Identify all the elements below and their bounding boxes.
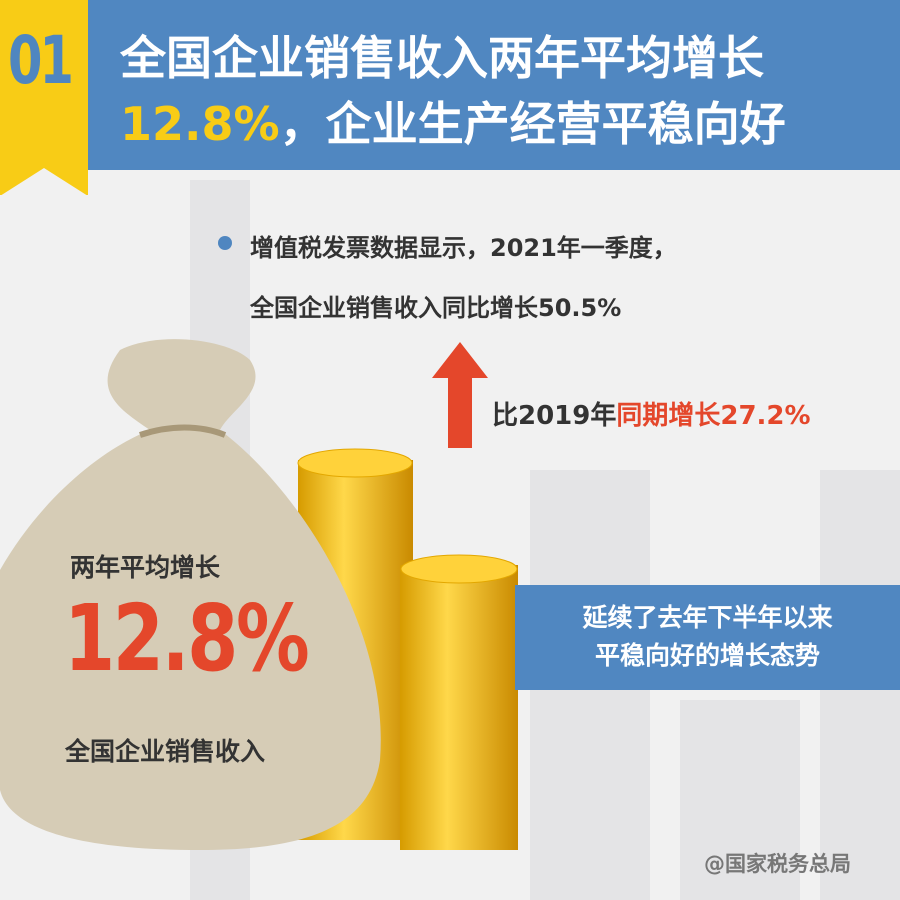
callout-line1: 延续了去年下半年以来 [582,603,833,632]
arrow-up-icon [432,342,488,448]
header-title-line2: 12.8%，企业生产经营平稳向好 [120,88,786,154]
header-highlight: 12.8% [120,97,280,151]
bag-label-bottom: 全国企业销售收入 [65,737,266,766]
bullet-line1: 增值税发票数据显示，2021年一季度， [250,234,677,262]
bag-value: 12.8% [64,585,310,692]
bullet-line2: 全国企业销售收入同比增长50.5% [250,294,622,322]
bag-label-top: 两年平均增长 [70,553,221,582]
comparison-highlight: 同期增长27.2% [616,401,811,431]
money-bag [0,339,381,850]
section-badge [0,0,88,195]
bullet-dot-icon [218,236,232,250]
header-rest: ，企业生产经营平稳向好 [279,97,786,151]
section-number: 01 [8,22,74,99]
source-credit: @国家税务总局 [704,852,851,876]
callout-box: 延续了去年下半年以来 平稳向好的增长态势 [515,585,900,690]
background-building [680,700,800,900]
comparison-prefix: 比2019年 [492,401,617,431]
header-banner: 全国企业销售收入两年平均增长 12.8%，企业生产经营平稳向好 [88,0,900,170]
callout-line2: 平稳向好的增长态势 [594,641,820,670]
header-title-line1: 全国企业销售收入两年平均增长 [120,31,764,85]
badge-notch [0,168,88,196]
comparison-text: 比2019年同期增长27.2% [492,395,811,432]
